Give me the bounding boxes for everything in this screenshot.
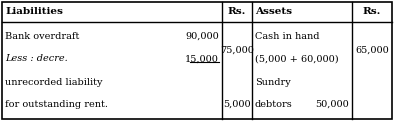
Text: Rs.: Rs. (228, 8, 246, 16)
Text: unrecorded liability: unrecorded liability (5, 78, 102, 87)
Text: 5,000: 5,000 (223, 100, 251, 109)
Text: 90,000: 90,000 (185, 32, 219, 41)
Text: Assets: Assets (255, 8, 292, 16)
Text: Less : decre.: Less : decre. (5, 54, 68, 63)
Text: Liabilities: Liabilities (5, 8, 63, 16)
Text: Rs.: Rs. (363, 8, 381, 16)
Text: 50,000: 50,000 (315, 100, 349, 109)
Text: Cash in hand: Cash in hand (255, 32, 320, 41)
Text: 15,000: 15,000 (185, 54, 219, 63)
Text: Sundry: Sundry (255, 78, 291, 87)
Text: for outstanding rent.: for outstanding rent. (5, 100, 108, 109)
Text: (5,000 + 60,000): (5,000 + 60,000) (255, 54, 338, 63)
Text: Bank overdraft: Bank overdraft (5, 32, 79, 41)
Text: debtors: debtors (255, 100, 293, 109)
Text: 65,000: 65,000 (355, 45, 389, 54)
Text: 75,000: 75,000 (220, 45, 254, 54)
